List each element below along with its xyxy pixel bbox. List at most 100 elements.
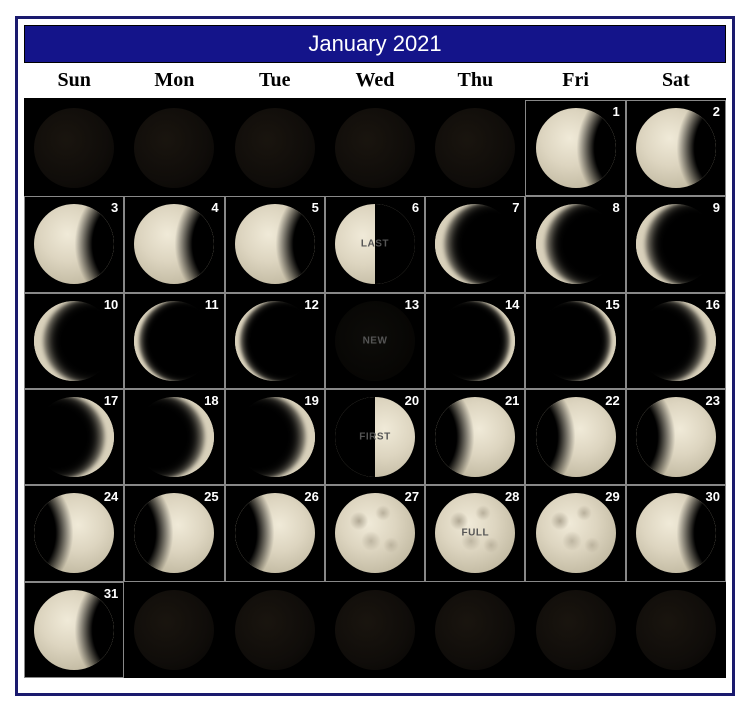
calendar-empty-cell [225,100,325,196]
moon-phase-icon [235,397,315,477]
moon-phase-icon [536,108,616,188]
moon-phase-icon [435,397,515,477]
day-number: 18 [204,393,218,408]
calendar-day-cell: 11 [124,293,224,389]
calendar-day-cell: 10 [24,293,124,389]
moon-phase-icon [636,108,716,188]
weekday-header: Fri [525,63,625,98]
calendar-day-cell: 26 [225,485,325,581]
moon-phase-icon [134,590,214,670]
day-number: 12 [304,297,318,312]
day-number: 28 [505,489,519,504]
phase-label: FULL [462,528,490,539]
calendar-day-cell: 28 FULL [425,485,525,581]
day-number: 9 [713,200,720,215]
calendar-day-cell: 8 [525,196,625,292]
moon-phase-icon [435,301,515,381]
calendar-day-cell: 12 [225,293,325,389]
moon-phase-icon [536,397,616,477]
calendar-empty-cell [325,582,425,678]
day-number: 17 [104,393,118,408]
day-number: 16 [706,297,720,312]
calendar-empty-cell [425,582,525,678]
moon-phase-icon [134,397,214,477]
day-number: 30 [706,489,720,504]
calendar-empty-cell [425,100,525,196]
moon-phase-icon [636,204,716,284]
moon-phase-icon [134,493,214,573]
moon-phase-icon [34,108,114,188]
day-number: 4 [211,200,218,215]
day-number: 10 [104,297,118,312]
weekday-header-row: SunMonTueWedThuFriSat [24,63,726,100]
day-number: 15 [605,297,619,312]
moon-phase-icon [435,204,515,284]
day-number: 14 [505,297,519,312]
calendar-day-cell: 17 [24,389,124,485]
calendar-day-cell: 3 [24,196,124,292]
calendar-day-cell: 27 [325,485,425,581]
calendar-day-cell: 4 [124,196,224,292]
calendar-day-cell: 18 [124,389,224,485]
calendar-day-cell: 30 [626,485,726,581]
day-number: 29 [605,489,619,504]
day-number: 6 [412,200,419,215]
moon-phase-icon [536,493,616,573]
moon-phase-icon [235,108,315,188]
day-number: 23 [706,393,720,408]
weekday-header: Sun [24,63,124,98]
day-number: 3 [111,200,118,215]
calendar-empty-cell [325,100,425,196]
weekday-header: Wed [325,63,425,98]
moon-phase-icon [536,590,616,670]
calendar-day-cell: 13 NEW [325,293,425,389]
calendar-empty-cell [626,582,726,678]
moon-phase-icon [134,108,214,188]
calendar-day-cell: 19 [225,389,325,485]
day-number: 19 [304,393,318,408]
day-number: 20 [405,393,419,408]
calendar-day-cell: 5 [225,196,325,292]
moon-phase-icon [636,590,716,670]
calendar-day-cell: 6 LAST [325,196,425,292]
calendar-day-cell: 31 [24,582,124,678]
moon-phase-icon [134,204,214,284]
calendar-day-cell: 22 [525,389,625,485]
calendar-day-cell: 9 [626,196,726,292]
moon-phase-icon [34,493,114,573]
moon-phase-icon [335,493,415,573]
phase-label: NEW [363,335,388,346]
calendar-day-cell: 24 [24,485,124,581]
calendar-day-cell: 7 [425,196,525,292]
day-number: 31 [104,586,118,601]
calendar-empty-cell [225,582,325,678]
phase-label: LAST [361,239,389,250]
day-number: 7 [512,200,519,215]
weekday-header: Thu [425,63,525,98]
moon-phase-icon [235,204,315,284]
day-number: 13 [405,297,419,312]
day-number: 21 [505,393,519,408]
moon-phase-icon [636,397,716,477]
calendar-day-cell: 2 [626,100,726,196]
calendar-empty-cell [525,582,625,678]
moon-phase-icon [134,301,214,381]
calendar-day-cell: 20 FIRST [325,389,425,485]
day-number: 8 [612,200,619,215]
moon-phase-icon [235,493,315,573]
calendar-day-cell: 1 [525,100,625,196]
calendar-day-cell: 15 [525,293,625,389]
day-number: 27 [405,489,419,504]
moon-phase-icon [335,590,415,670]
day-number: 24 [104,489,118,504]
calendar-day-cell: 14 [425,293,525,389]
calendar-empty-cell [124,100,224,196]
moon-phase-icon [636,493,716,573]
moon-phase-icon [536,204,616,284]
phase-label: FIRST [359,432,390,443]
day-number: 22 [605,393,619,408]
calendar-empty-cell [124,582,224,678]
weekday-header: Mon [124,63,224,98]
calendar-day-cell: 16 [626,293,726,389]
moon-phase-icon [34,204,114,284]
